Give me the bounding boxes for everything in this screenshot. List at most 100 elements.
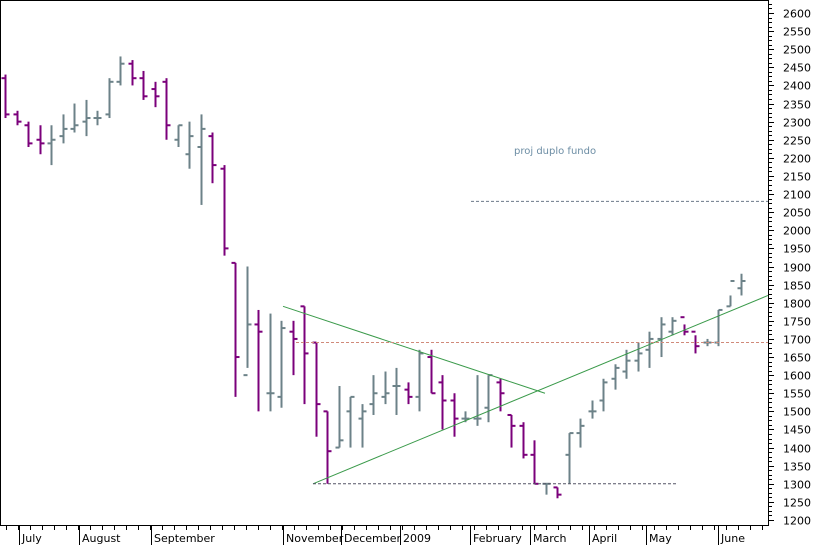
x-tick-label: 2009	[403, 532, 431, 545]
y-tick-label: 1650	[783, 352, 811, 365]
chart-frame	[0, 0, 769, 526]
ohlc-bar	[243, 266, 252, 377]
y-tick-label: 1750	[783, 316, 811, 329]
y-tick-label: 1900	[783, 262, 811, 275]
ohlc-bar	[691, 330, 700, 354]
ohlc-bar	[369, 375, 378, 415]
ohlc-bar	[450, 393, 459, 437]
ohlc-bar	[335, 386, 344, 449]
ohlc-bar	[415, 349, 424, 412]
ohlc-bar	[381, 371, 390, 405]
ohlc-bar	[300, 305, 309, 405]
x-tick-label: November	[286, 532, 344, 545]
y-tick-label: 2200	[783, 153, 811, 166]
y-tick-label: 2000	[783, 225, 811, 238]
y-tick-label: 1300	[783, 479, 811, 492]
y-tick-label: 1400	[783, 443, 811, 456]
x-tick-label: July	[21, 532, 42, 545]
x-tick-label: June	[720, 532, 745, 545]
ohlc-bar	[254, 309, 263, 412]
ohlc-bar	[588, 400, 597, 419]
ohlc-bar	[70, 103, 79, 133]
ohlc-bar	[622, 349, 631, 379]
ohlc-bar	[565, 432, 574, 484]
ohlc-bar	[82, 99, 91, 137]
y-tick-label: 1200	[783, 515, 811, 528]
price-bars	[1, 56, 746, 499]
ohlc-bar	[185, 121, 194, 169]
y-tick-label: 2050	[783, 207, 811, 220]
ohlc-bar	[519, 422, 528, 459]
ohlc-bar	[737, 273, 746, 296]
ohlc-bar	[277, 320, 286, 408]
y-tick-label: 1500	[783, 406, 811, 419]
ohlc-bar	[392, 367, 401, 415]
y-tick-label: 1250	[783, 497, 811, 510]
y-tick-label: 2300	[783, 117, 811, 130]
ohlc-bar	[208, 132, 217, 184]
y-tick-label: 2150	[783, 171, 811, 184]
ohlc-bar	[162, 78, 171, 140]
ohlc-bar	[576, 418, 585, 448]
y-tick-label: 1950	[783, 243, 811, 256]
y-tick-label: 2550	[783, 26, 811, 39]
y-tick-label: 1700	[783, 334, 811, 347]
x-tick-label: March	[533, 532, 567, 545]
ohlc-bar	[427, 349, 436, 395]
y-tick-label: 1600	[783, 370, 811, 383]
ohlc-bar	[599, 378, 608, 412]
y-tick-label: 2250	[783, 135, 811, 148]
y-tick-label: 2400	[783, 80, 811, 93]
ohlc-bar	[553, 486, 562, 499]
y-tick-label: 1850	[783, 280, 811, 293]
trend-overlays	[282, 200, 769, 485]
ohlc-bar	[438, 375, 447, 430]
ohlc-bar	[266, 313, 275, 412]
x-tick-label: December	[344, 532, 402, 545]
downtrend-line	[282, 305, 546, 394]
projection-annotation: proj duplo fundo	[514, 146, 596, 157]
y-tick-label: 2100	[783, 189, 811, 202]
ohlc-bar	[507, 413, 516, 448]
y-tick-label: 2600	[783, 8, 811, 21]
ohlc-bar	[634, 342, 643, 372]
ohlc-bar	[358, 404, 367, 448]
y-tick-label: 2450	[783, 62, 811, 75]
ohlc-bar	[36, 125, 45, 155]
y-tick-label: 2500	[783, 44, 811, 57]
ohlc-bar	[231, 261, 240, 397]
ohlc-bar	[151, 81, 160, 108]
ohlc-bar	[323, 410, 332, 484]
ohlc-bar	[611, 364, 620, 390]
ohlc-bar	[645, 331, 654, 368]
ohlc-bar	[1, 74, 10, 119]
uptrend-line	[312, 295, 769, 485]
ohlc-bar	[346, 395, 355, 448]
ohlc-bar	[289, 320, 298, 376]
ohlc-bar	[668, 317, 677, 336]
ohlc-bar	[220, 165, 229, 256]
ohlc-bar	[59, 114, 68, 144]
ohlc-bar	[139, 70, 148, 100]
ohlc-bar	[13, 110, 22, 126]
ohlc-bar	[726, 279, 735, 308]
ohlc-bar	[116, 56, 125, 86]
ohlc-bar	[128, 60, 137, 86]
ohlc-bar	[404, 382, 413, 405]
ohlc-bar	[657, 317, 666, 358]
ohlc-bar	[24, 121, 33, 147]
x-tick-label: May	[649, 532, 672, 545]
y-tick-label: 1800	[783, 298, 811, 311]
y-axis: 1200 1250 1300 1350 1400 1450 1500 1550 1600 1650…	[769, 4, 811, 528]
ohlc-bar	[174, 124, 183, 147]
x-tick-label: September	[154, 532, 215, 545]
ohlc-bar	[473, 375, 482, 426]
x-tick-label: August	[82, 532, 121, 545]
ohlc-bar	[105, 78, 114, 119]
x-tick-label: February	[473, 532, 522, 545]
y-tick-label: 1350	[783, 461, 811, 474]
y-tick-label: 1550	[783, 388, 811, 401]
x-axis: July August September November December 2009 F…	[6, 526, 763, 545]
y-tick-label: 1450	[783, 424, 811, 437]
